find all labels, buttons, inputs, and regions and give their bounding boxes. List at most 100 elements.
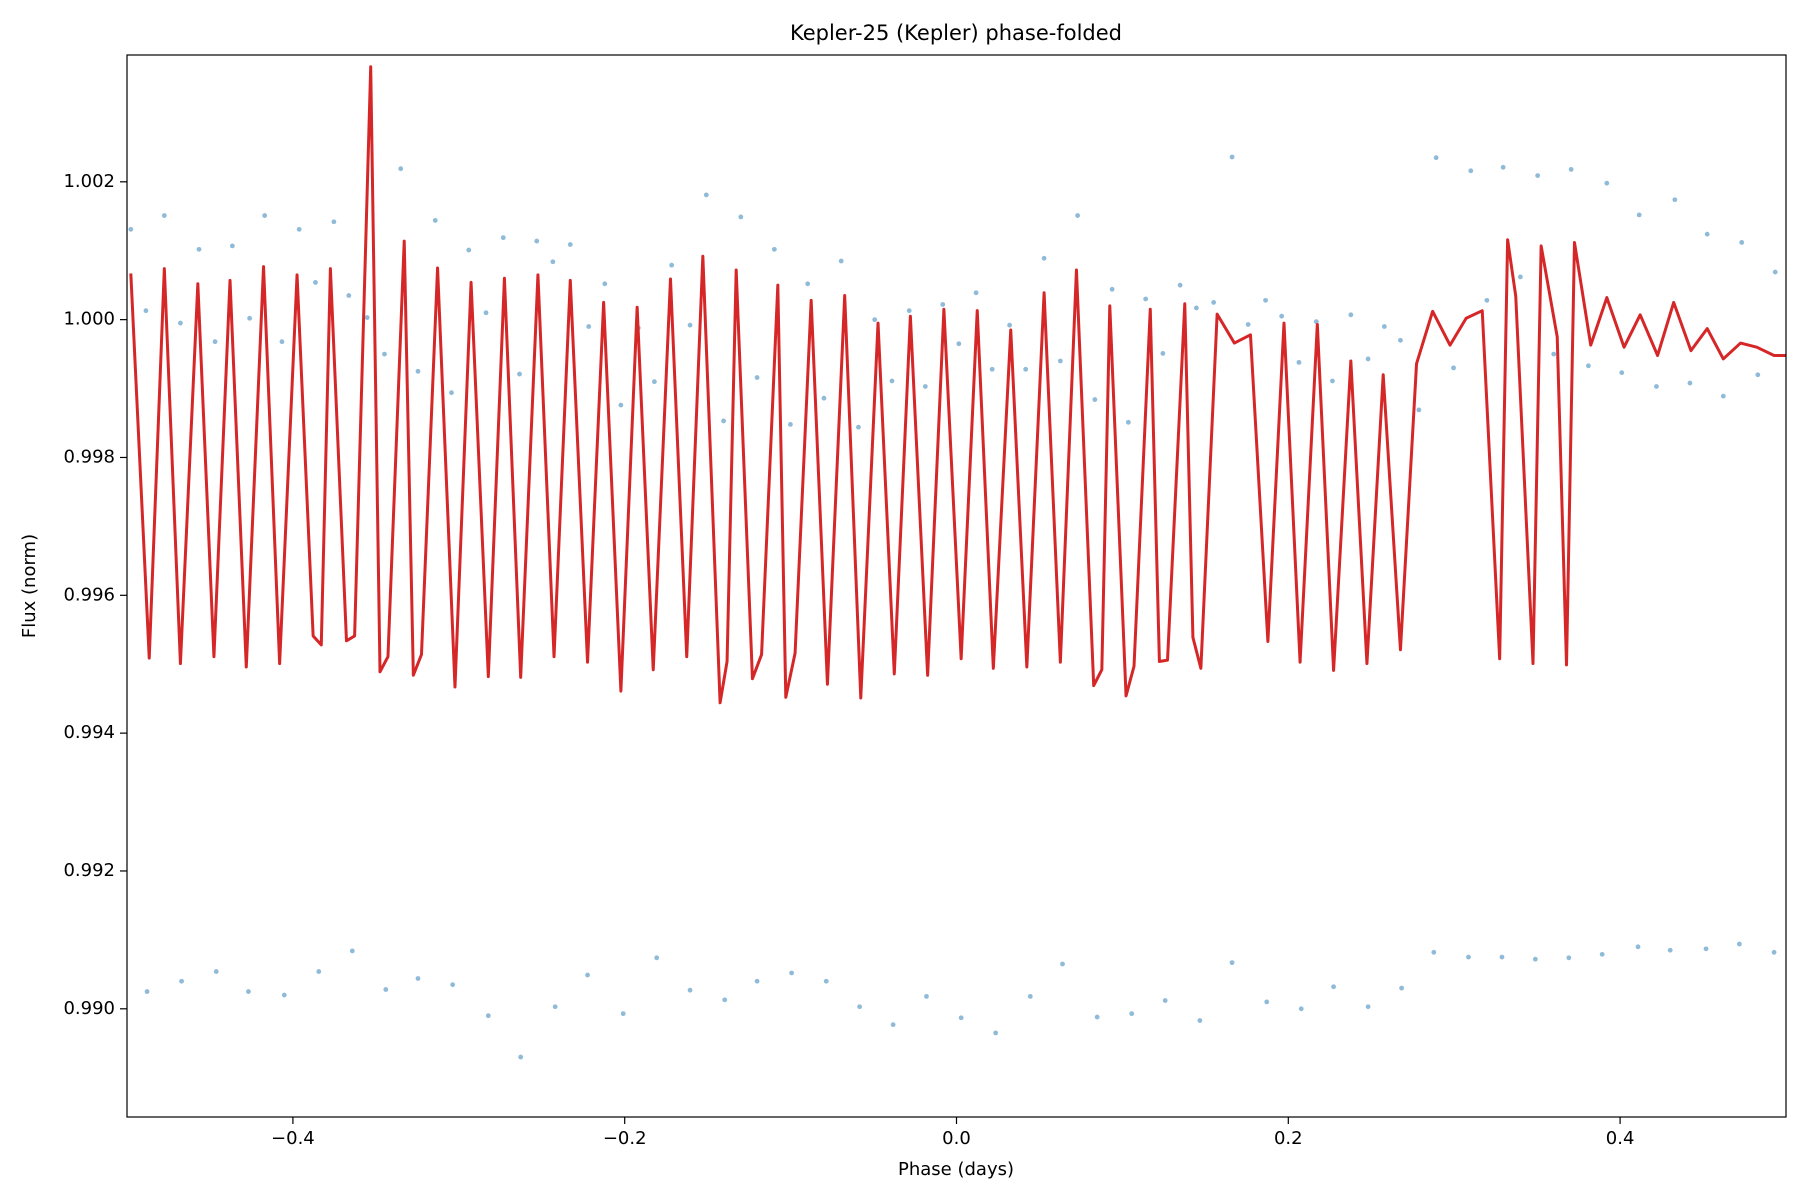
data-point [838, 258, 844, 264]
data-point [1566, 955, 1572, 961]
data-point [212, 339, 218, 345]
plot-frame [126, 54, 1787, 1118]
data-point [1484, 297, 1490, 303]
data-point [144, 989, 150, 994]
data-point [738, 214, 744, 220]
data-point [654, 955, 660, 961]
data-point [382, 351, 387, 357]
data-point [703, 192, 709, 198]
x-axis-label: Phase (days) [898, 1159, 1014, 1180]
data-point [1672, 197, 1678, 203]
data-point [196, 246, 202, 252]
data-point [1687, 380, 1693, 386]
data-point [1532, 956, 1538, 962]
data-point [1092, 397, 1098, 402]
data-point [1568, 167, 1574, 172]
data-point [485, 1013, 491, 1019]
data-point [178, 320, 183, 326]
data-point [179, 978, 184, 984]
data-point [246, 989, 251, 994]
data-point [415, 976, 421, 981]
data-point [1619, 370, 1625, 376]
data-point [906, 308, 912, 314]
y-tick-label: 0.996 [63, 584, 115, 605]
data-point [651, 379, 657, 385]
data-point [518, 1054, 524, 1060]
data-point [279, 339, 285, 345]
data-point [500, 235, 506, 241]
data-point [1451, 365, 1456, 371]
data-point [247, 315, 253, 321]
data-point [415, 368, 421, 374]
x-tick-label: −0.4 [271, 1128, 315, 1149]
data-point [721, 418, 726, 424]
data-point [956, 341, 962, 347]
data-point [1535, 173, 1541, 179]
data-point [1264, 999, 1270, 1005]
data-point [534, 238, 540, 244]
data-point [993, 1030, 999, 1036]
data-point [316, 969, 322, 974]
data-point [1313, 319, 1319, 325]
x-tick-label: 0.4 [1606, 1128, 1635, 1149]
data-point [788, 421, 793, 427]
y-tick-label: 0.990 [63, 998, 115, 1019]
data-point [924, 993, 929, 999]
data-point [483, 310, 489, 316]
data-point [398, 166, 404, 172]
chart-title: Kepler-25 (Kepler) phase-folded [790, 21, 1122, 45]
data-point [1075, 213, 1081, 218]
data-point [1125, 419, 1131, 425]
data-point [1466, 954, 1471, 960]
data-point [1704, 231, 1710, 237]
y-tick-label: 0.998 [63, 446, 115, 467]
data-point [1654, 384, 1659, 389]
data-point [567, 242, 573, 247]
data-point [1517, 274, 1523, 280]
data-point [1551, 351, 1557, 357]
data-point [1772, 269, 1778, 275]
data-point [1060, 961, 1065, 967]
data-point [1720, 393, 1726, 399]
data-point [1296, 359, 1302, 365]
data-point [1279, 313, 1285, 319]
data-point [1500, 164, 1506, 170]
data-point [1007, 322, 1012, 328]
data-point [940, 302, 946, 307]
data-point [517, 371, 522, 377]
data-point [1160, 351, 1166, 356]
data-point [1433, 155, 1439, 161]
data-point [618, 402, 624, 408]
data-point [1211, 300, 1217, 305]
data-point [1604, 180, 1610, 186]
data-point [262, 213, 268, 218]
data-point [1348, 312, 1354, 318]
data-point [1736, 941, 1742, 947]
data-point [856, 424, 861, 430]
data-point [1667, 947, 1673, 953]
data-point [585, 972, 590, 978]
data-point [1094, 1014, 1100, 1020]
data-point [958, 1015, 964, 1021]
data-point [722, 997, 728, 1003]
data-point [805, 281, 811, 287]
data-point [602, 281, 608, 287]
data-point [973, 290, 979, 296]
data-point [1263, 297, 1268, 303]
x-tick-label: 0.2 [1274, 1128, 1303, 1149]
data-point [1245, 322, 1251, 327]
data-point [1057, 358, 1063, 364]
y-tick-label: 0.994 [63, 722, 115, 743]
data-point [128, 226, 134, 232]
data-point [1499, 954, 1505, 960]
data-point [872, 317, 878, 323]
data-point [1229, 154, 1235, 160]
data-point [821, 395, 827, 401]
data-point [346, 293, 352, 298]
data-point [349, 948, 355, 954]
data-point [1771, 949, 1777, 955]
y-tick-label: 1.000 [63, 309, 115, 330]
data-point [1586, 363, 1591, 369]
data-line [129, 65, 1786, 705]
data-point [620, 1011, 626, 1017]
